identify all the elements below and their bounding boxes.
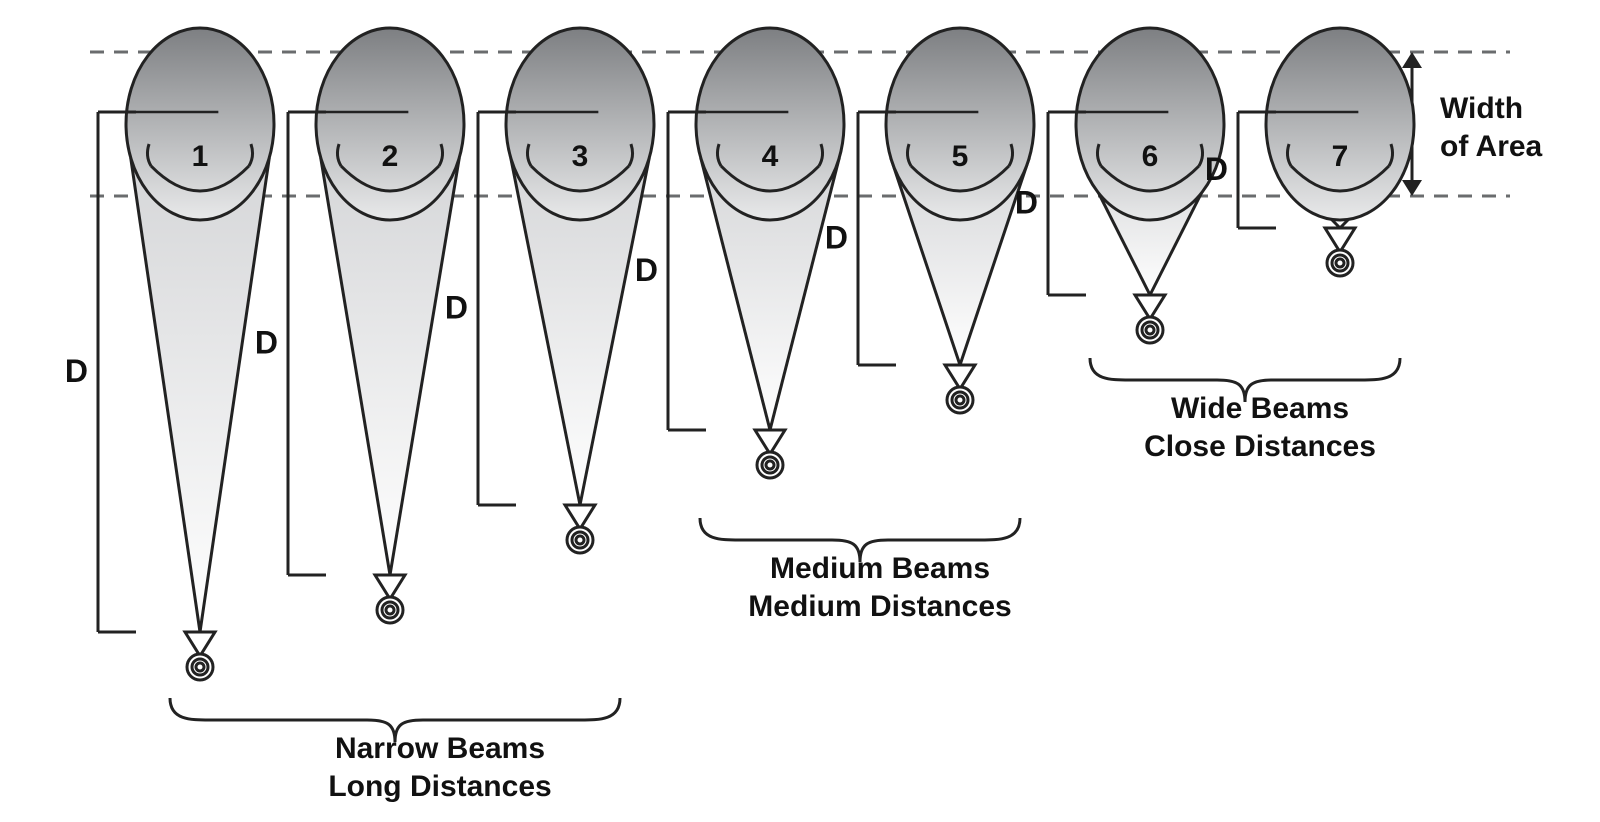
group-0: Narrow Beams Long Distances — [170, 698, 620, 803]
fixture-triangle-icon — [755, 430, 785, 454]
fixture-triangle-icon — [565, 505, 595, 529]
beam-6: 6D — [1015, 28, 1224, 343]
beam-number: 2 — [382, 140, 399, 173]
beam-4: 4D — [635, 28, 844, 478]
group-label-line2: Medium Distances — [748, 590, 1011, 623]
beam-number: 3 — [572, 140, 589, 173]
group-2: Wide Beams Close Distances — [1090, 358, 1400, 463]
d-label: D — [1015, 185, 1038, 221]
fixture-ring-icon — [956, 396, 964, 404]
group-label-line1: Wide Beams — [1171, 392, 1349, 425]
beam-number: 5 — [952, 140, 969, 173]
group-label-line2: Long Distances — [328, 770, 551, 803]
beam-1: 1D — [65, 28, 274, 680]
fixture-ring-icon — [196, 663, 204, 671]
fixture-ring-icon — [766, 461, 774, 469]
beam-5: 5D — [825, 28, 1034, 413]
d-label: D — [445, 290, 468, 326]
width-arrow-down — [1402, 180, 1422, 196]
fixture-ring-icon — [1336, 259, 1344, 267]
beam-2: 2D — [255, 28, 464, 623]
beam-number: 4 — [762, 140, 779, 173]
fixture-ring-icon — [576, 536, 584, 544]
d-label: D — [255, 325, 278, 361]
fixture-triangle-icon — [185, 632, 215, 656]
fixture-ring-icon — [386, 606, 394, 614]
width-arrow-up — [1402, 52, 1422, 68]
group-label-line2: Close Distances — [1144, 430, 1376, 463]
fixture-triangle-icon — [945, 365, 975, 389]
group-label-line1: Narrow Beams — [335, 732, 545, 765]
width-label-line1: Width — [1440, 92, 1523, 125]
group-1: Medium Beams Medium Distances — [700, 518, 1020, 623]
d-label: D — [635, 252, 658, 288]
group-label-line1: Medium Beams — [770, 552, 990, 585]
beam-number: 1 — [192, 140, 209, 173]
beam-number: 6 — [1142, 140, 1159, 173]
fixture-triangle-icon — [1325, 228, 1355, 252]
d-label: D — [1205, 151, 1228, 187]
beam-number: 7 — [1332, 140, 1349, 173]
d-label: D — [65, 353, 88, 389]
d-label: D — [825, 220, 848, 256]
fixture-triangle-icon — [1135, 295, 1165, 319]
beam-cone-fill — [131, 158, 270, 632]
width-label-line2: of Area — [1440, 130, 1543, 163]
fixture-ring-icon — [1146, 326, 1154, 334]
beam-7: 7D — [1205, 28, 1414, 276]
fixture-triangle-icon — [375, 575, 405, 599]
beam-3: 3D — [445, 28, 654, 553]
